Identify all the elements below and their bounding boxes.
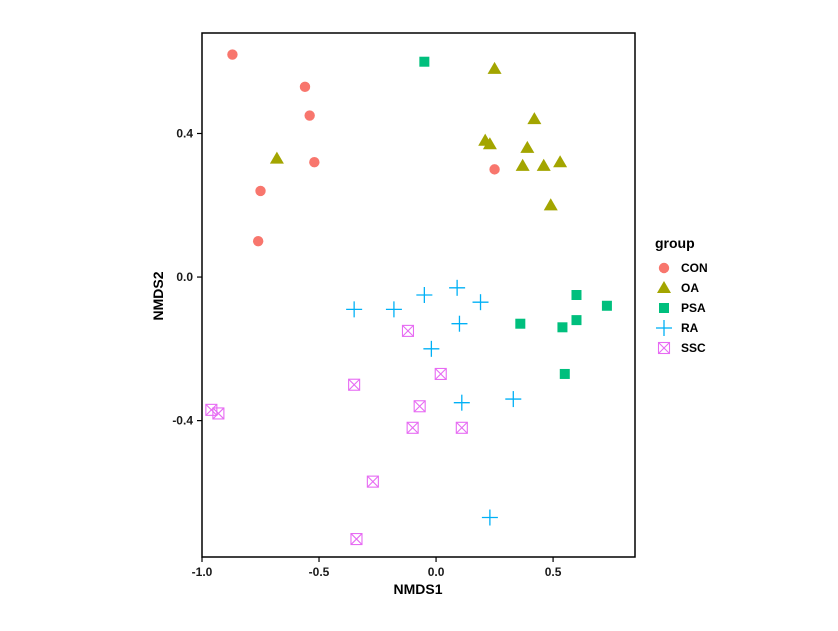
point-psa-2 <box>571 290 582 300</box>
point-ssc-1 <box>401 324 415 337</box>
point-oa-9 <box>543 198 558 211</box>
point-con-5 <box>255 185 266 197</box>
y-tick-label: 0.4 <box>176 126 193 140</box>
y-tick-label: -0.4 <box>172 414 193 428</box>
point-ra-1 <box>346 301 363 318</box>
point-ssc-3 <box>348 378 361 391</box>
point-oa-1 <box>487 61 502 74</box>
point-con-6 <box>252 235 264 247</box>
point-psa-4 <box>571 315 582 326</box>
point-ssc-4 <box>413 400 426 413</box>
point-oa-4 <box>482 137 497 150</box>
point-ra-5 <box>472 294 489 311</box>
point-psa-7 <box>559 368 570 379</box>
legend-label: CON <box>681 261 708 275</box>
legend-label: OA <box>681 281 699 295</box>
legend-item-ssc: SSC <box>657 341 706 355</box>
point-ra-3 <box>416 287 433 303</box>
point-ra-7 <box>423 340 440 357</box>
x-tick-label: 0.0 <box>428 565 445 579</box>
legend-label: RA <box>681 321 699 335</box>
point-psa-6 <box>557 322 568 333</box>
legend-item-psa: PSA <box>659 301 706 315</box>
legend-item-oa: OA <box>657 281 699 295</box>
point-ra-2 <box>385 301 402 318</box>
point-oa-2 <box>527 112 542 125</box>
point-ra-9 <box>505 391 522 408</box>
plot-panel-border <box>201 32 636 558</box>
point-psa-5 <box>515 318 526 329</box>
point-ssc-9 <box>366 475 379 488</box>
point-ssc-5 <box>406 421 419 434</box>
legend-key-oa <box>657 281 671 294</box>
x-axis-ticks: -1.0 -0.5 0.0 0.5 <box>192 557 562 579</box>
legend-key-con <box>658 262 670 274</box>
point-con-3 <box>304 110 315 121</box>
points-layer <box>205 49 612 546</box>
point-con-7 <box>489 164 500 175</box>
legend-label: SSC <box>681 341 706 355</box>
point-ssc-10 <box>350 533 363 546</box>
point-psa-3 <box>601 300 612 311</box>
point-ra-8 <box>453 394 470 411</box>
y-tick-label: 0.0 <box>176 270 193 284</box>
point-ra-4 <box>449 279 466 296</box>
legend-label: PSA <box>681 301 706 315</box>
point-ssc-7 <box>205 403 218 416</box>
legend-key-ra <box>656 320 672 336</box>
legend-title: group <box>655 235 695 251</box>
legend-key-psa <box>659 303 669 313</box>
legend: group CON OA PSA RA SSC <box>655 235 708 355</box>
point-ra-6 <box>451 315 468 332</box>
point-con-2 <box>299 81 311 93</box>
point-ssc-6 <box>455 421 468 434</box>
point-ssc-8 <box>212 407 225 420</box>
point-ra-10 <box>481 509 498 526</box>
y-axis-ticks: -0.4 0.0 0.4 <box>172 126 202 428</box>
x-tick-label: -1.0 <box>192 565 213 579</box>
x-tick-label: 0.5 <box>545 565 562 579</box>
point-oa-10 <box>269 151 284 164</box>
x-tick-label: -0.5 <box>309 565 330 579</box>
legend-item-ra: RA <box>656 320 699 336</box>
x-axis-title: NMDS1 <box>393 581 442 597</box>
legend-item-con: CON <box>658 261 708 275</box>
point-psa-1 <box>419 56 430 67</box>
point-oa-5 <box>520 140 535 153</box>
legend-key-ssc <box>657 341 671 355</box>
point-oa-6 <box>515 158 530 171</box>
point-oa-8 <box>553 155 568 168</box>
point-ssc-2 <box>434 367 447 381</box>
point-oa-7 <box>536 158 551 171</box>
point-con-1 <box>227 49 238 60</box>
y-axis-title: NMDS2 <box>150 271 166 320</box>
point-con-4 <box>309 157 320 168</box>
